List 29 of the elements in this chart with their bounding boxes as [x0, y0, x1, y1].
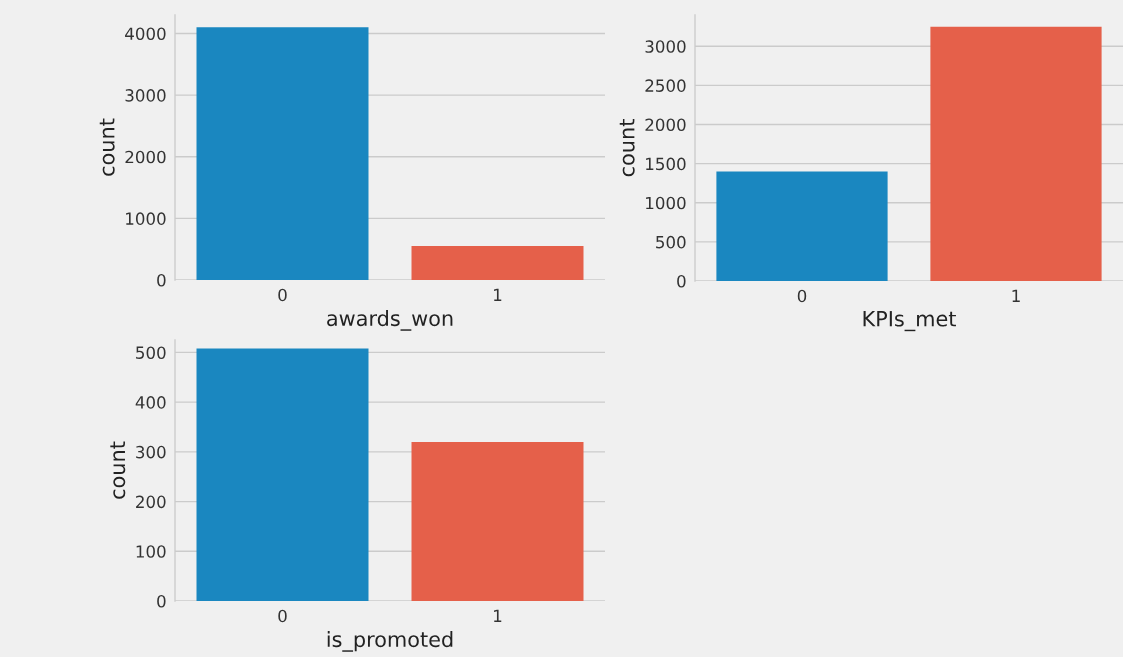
y-tick-label: 1000 — [126, 212, 166, 225]
y-tick-label: 200 — [136, 495, 166, 509]
y-axis-title: count — [110, 441, 126, 499]
y-tick-label: 1000 — [646, 196, 686, 210]
y-tick-label: 500 — [136, 346, 166, 359]
x-axis-title: KPIs_met — [863, 311, 956, 332]
y-tick-label: 2000 — [645, 118, 686, 132]
x-tick-label: 0 — [797, 289, 807, 303]
y-tick-label: 2500 — [645, 79, 686, 92]
x-tick-label: 1 — [494, 609, 502, 622]
x-tick-label: 1 — [494, 288, 502, 301]
y-tick-label: 0 — [157, 273, 166, 287]
y-tick-label: 100 — [136, 545, 166, 558]
y-tick-label: 2000 — [125, 150, 166, 164]
y-axis-title: count — [99, 118, 115, 176]
y-tick-label: 300 — [136, 445, 166, 459]
y-tick-label: 1500 — [646, 157, 686, 171]
y-axis-title: count — [619, 119, 635, 177]
x-tick-label: 0 — [278, 288, 287, 302]
y-tick-label: 4000 — [125, 27, 166, 41]
y-tick-label: 0 — [677, 274, 686, 288]
x-tick-label: 1 — [1012, 289, 1020, 302]
y-tick-label: 0 — [157, 594, 166, 608]
y-tick-label: 400 — [135, 396, 166, 409]
y-tick-label: 3000 — [645, 40, 686, 53]
x-axis-title: awards_won — [327, 310, 453, 331]
y-tick-label: 500 — [656, 235, 686, 249]
x-axis-title: is_promoted — [327, 631, 453, 652]
y-tick-label: 3000 — [125, 89, 166, 102]
